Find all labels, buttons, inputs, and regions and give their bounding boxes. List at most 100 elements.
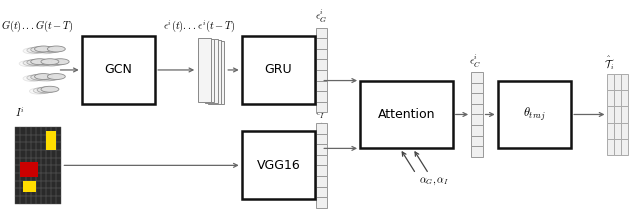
Bar [51, 150, 56, 158]
Circle shape [27, 47, 45, 53]
Bar [41, 150, 46, 158]
Bar [56, 158, 61, 165]
Text: GRU: GRU [264, 63, 292, 77]
Bar [242, 131, 315, 199]
Bar [46, 158, 51, 165]
Bar [41, 188, 46, 196]
Circle shape [44, 47, 61, 53]
Bar [26, 165, 31, 173]
Bar [26, 188, 31, 196]
Bar [41, 181, 46, 188]
Bar [20, 150, 26, 158]
Circle shape [31, 74, 49, 80]
Bar [56, 188, 61, 196]
Bar [20, 173, 26, 181]
Bar [31, 173, 36, 181]
Bar [614, 123, 621, 139]
Bar [36, 158, 41, 165]
Bar [316, 123, 327, 134]
Bar [20, 142, 26, 150]
Circle shape [40, 75, 58, 81]
Bar [26, 158, 31, 165]
Bar [36, 181, 41, 188]
Bar [15, 142, 20, 150]
Bar [56, 150, 61, 158]
Bar [15, 135, 20, 142]
Bar [316, 28, 327, 38]
Bar [614, 106, 621, 123]
Bar [46, 165, 51, 173]
Circle shape [47, 74, 65, 80]
Bar [41, 196, 46, 204]
Bar [31, 142, 36, 150]
Bar [46, 181, 51, 188]
Circle shape [36, 75, 54, 81]
Bar [46, 142, 51, 150]
Bar [607, 74, 614, 90]
Circle shape [29, 61, 47, 67]
Circle shape [44, 74, 61, 80]
Bar [316, 81, 327, 91]
Bar [31, 127, 36, 135]
Bar [26, 173, 31, 181]
Bar [41, 142, 46, 150]
Text: $\epsilon^i_I$: $\epsilon^i_I$ [315, 104, 324, 121]
Circle shape [35, 74, 52, 80]
Bar [614, 90, 621, 106]
Bar [41, 165, 46, 173]
Bar [15, 173, 20, 181]
Bar [56, 173, 61, 181]
Bar [15, 181, 20, 188]
Bar [36, 142, 41, 150]
Bar [621, 74, 628, 90]
Text: VGG16: VGG16 [257, 159, 300, 172]
Circle shape [37, 87, 55, 93]
Bar [31, 188, 36, 196]
Circle shape [23, 75, 41, 81]
Circle shape [31, 59, 49, 65]
Bar [316, 70, 327, 81]
Circle shape [27, 75, 45, 81]
Bar [51, 158, 56, 165]
Bar [51, 196, 56, 204]
Bar [614, 74, 621, 90]
Bar [15, 188, 20, 196]
Text: GCN: GCN [104, 63, 132, 77]
Bar [471, 104, 483, 114]
Circle shape [37, 59, 55, 65]
Bar [36, 165, 41, 173]
Bar [51, 127, 56, 135]
Bar [20, 188, 26, 196]
Bar [36, 127, 41, 135]
Bar [471, 136, 483, 146]
Bar [41, 127, 46, 135]
Bar [208, 40, 221, 104]
Bar [20, 158, 26, 165]
Bar [15, 150, 20, 158]
Bar [26, 150, 31, 158]
Circle shape [40, 61, 58, 67]
Bar [51, 142, 56, 150]
Bar [46, 150, 51, 158]
Bar [15, 165, 20, 173]
Circle shape [29, 88, 47, 94]
Bar [471, 83, 483, 93]
Bar [211, 41, 224, 104]
Bar [20, 196, 26, 204]
Bar [46, 188, 51, 196]
Bar [316, 165, 327, 176]
Bar [242, 36, 315, 104]
Bar [198, 38, 211, 102]
Circle shape [36, 48, 54, 54]
Bar [316, 38, 327, 49]
Bar [316, 176, 327, 187]
Bar [607, 139, 614, 155]
Bar [56, 165, 61, 173]
Bar [31, 165, 36, 173]
Text: $\epsilon^i_C$: $\epsilon^i_C$ [469, 53, 481, 70]
Circle shape [41, 59, 59, 65]
Bar [51, 135, 56, 142]
Text: Attention: Attention [378, 108, 435, 121]
Circle shape [35, 46, 52, 52]
Bar [31, 150, 36, 158]
